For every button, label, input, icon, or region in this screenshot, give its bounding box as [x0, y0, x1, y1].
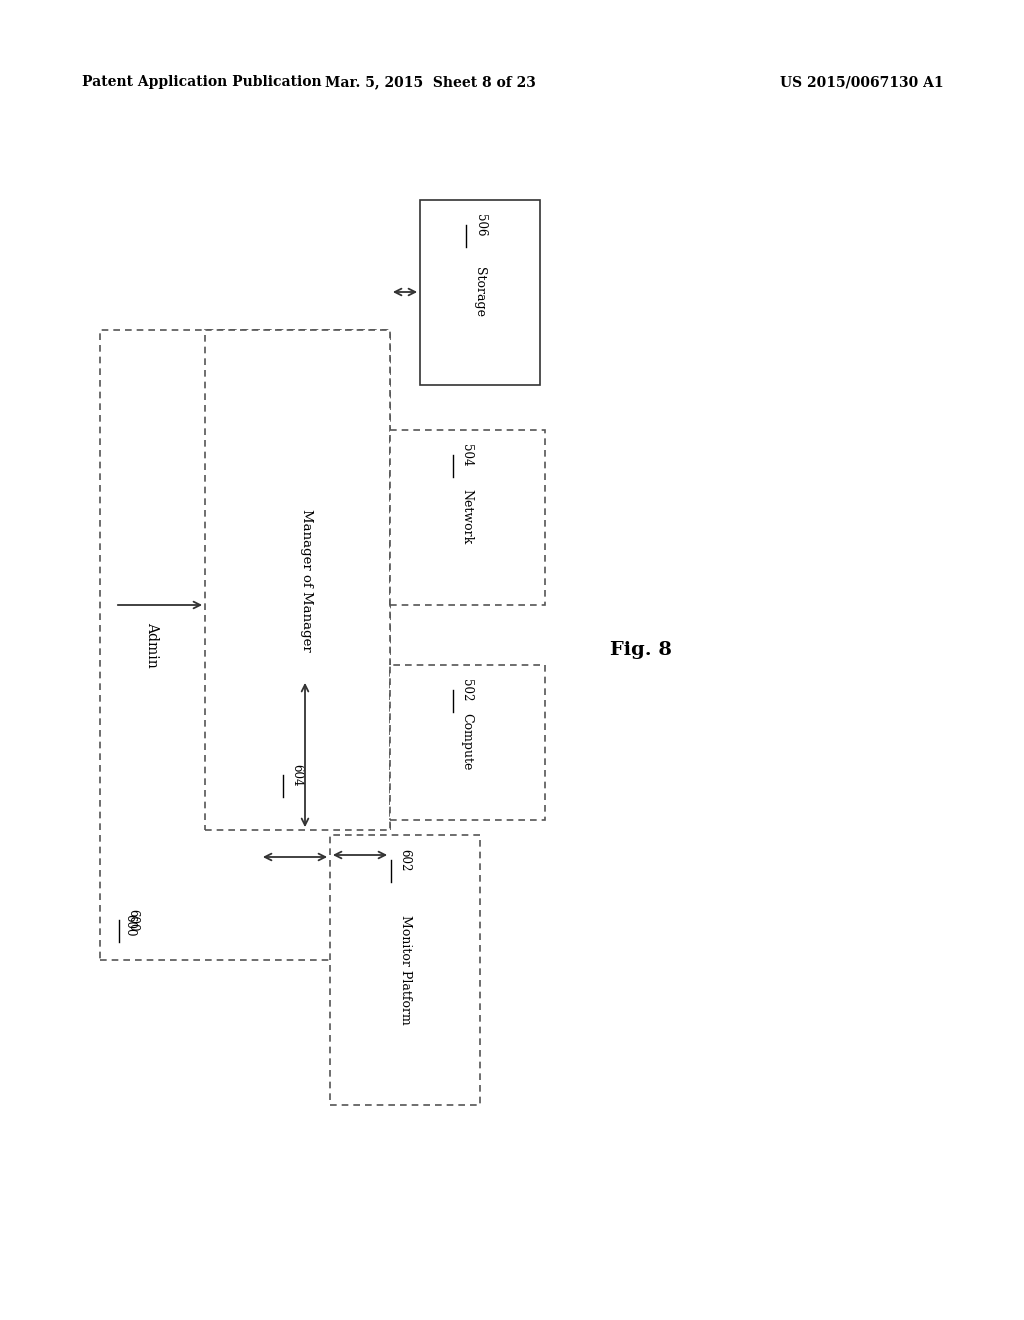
- Bar: [330, 836, 480, 1105]
- Text: Admin: Admin: [145, 622, 159, 668]
- Text: 600: 600: [124, 913, 136, 936]
- Text: 604: 604: [291, 764, 303, 787]
- Text: US 2015/0067130 A1: US 2015/0067130 A1: [780, 75, 944, 88]
- Text: Compute: Compute: [461, 713, 473, 771]
- Bar: [390, 430, 545, 605]
- Bar: [420, 201, 540, 385]
- Bar: [390, 665, 545, 820]
- Text: Fig. 8: Fig. 8: [610, 642, 672, 659]
- Text: Patent Application Publication: Patent Application Publication: [82, 75, 322, 88]
- Text: 600: 600: [127, 908, 139, 931]
- Bar: [100, 330, 390, 960]
- Text: Monitor Platform: Monitor Platform: [398, 915, 412, 1024]
- Text: Network: Network: [461, 490, 473, 545]
- Text: 506: 506: [473, 214, 486, 236]
- Text: Manager of Manager: Manager of Manager: [300, 508, 313, 651]
- Bar: [205, 330, 390, 830]
- Text: Storage: Storage: [473, 267, 486, 317]
- Text: 502: 502: [461, 678, 473, 701]
- Text: 504: 504: [461, 444, 473, 466]
- Text: 602: 602: [398, 849, 412, 871]
- Text: Mar. 5, 2015  Sheet 8 of 23: Mar. 5, 2015 Sheet 8 of 23: [325, 75, 536, 88]
